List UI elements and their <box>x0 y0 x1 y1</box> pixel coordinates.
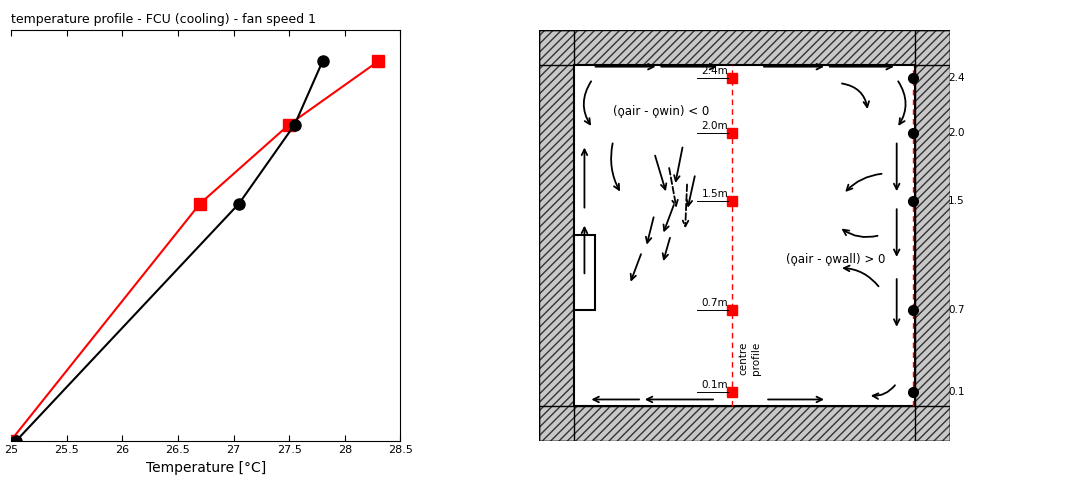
Bar <box>539 405 950 441</box>
Text: 2.4: 2.4 <box>949 73 965 83</box>
Text: 0.1m: 0.1m <box>701 380 729 390</box>
Bar <box>539 30 574 441</box>
Text: 2.4m: 2.4m <box>701 66 729 76</box>
Bar <box>539 30 574 441</box>
Bar <box>539 405 950 441</box>
Text: 0.7m: 0.7m <box>701 298 729 308</box>
Text: 2.0: 2.0 <box>949 128 965 138</box>
Bar <box>574 65 915 405</box>
Bar <box>574 235 595 310</box>
Text: (ϙair - ϙwin) < 0: (ϙair - ϙwin) < 0 <box>613 105 709 118</box>
Text: temperature profile - FCU (cooling) - fan speed 1: temperature profile - FCU (cooling) - fa… <box>11 13 316 26</box>
Text: 2.0m: 2.0m <box>701 121 729 131</box>
Bar <box>915 30 950 441</box>
Text: 1.5: 1.5 <box>949 196 965 206</box>
Text: 0.7: 0.7 <box>949 305 965 315</box>
Bar <box>539 30 950 65</box>
X-axis label: Temperature [°C]: Temperature [°C] <box>146 461 266 475</box>
Bar <box>539 30 950 65</box>
Text: 0.1: 0.1 <box>949 387 965 397</box>
Text: (ϙair - ϙwall) > 0: (ϙair - ϙwall) > 0 <box>786 253 885 266</box>
Text: 1.5m: 1.5m <box>701 189 729 199</box>
Bar <box>915 30 950 441</box>
Text: centre
profile: centre profile <box>738 341 761 375</box>
